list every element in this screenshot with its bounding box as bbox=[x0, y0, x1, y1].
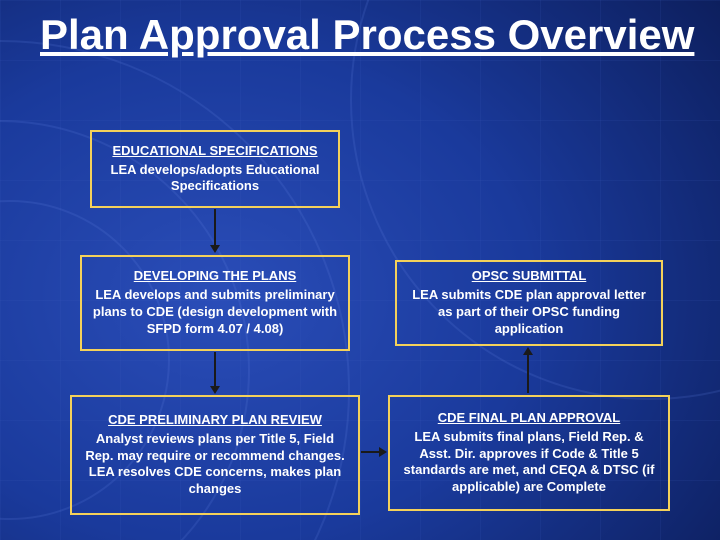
flow-box-heading: CDE FINAL PLAN APPROVAL bbox=[438, 410, 621, 427]
flow-box-ed-specs: EDUCATIONAL SPECIFICATIONS LEA develops/a… bbox=[90, 130, 340, 208]
flow-box-heading: DEVELOPING THE PLANS bbox=[134, 268, 297, 285]
flow-box-cde-review: CDE PRELIMINARY PLAN REVIEW Analyst revie… bbox=[70, 395, 360, 515]
flow-box-body: Analyst reviews plans per Title 5, Field… bbox=[82, 431, 348, 499]
flow-box-cde-final: CDE FINAL PLAN APPROVAL LEA submits final… bbox=[388, 395, 670, 511]
arrow-a4 bbox=[520, 347, 536, 393]
page-title: Plan Approval Process Overview bbox=[40, 12, 694, 58]
flow-box-body: LEA develops and submits preliminary pla… bbox=[92, 287, 338, 338]
arrow-a2 bbox=[207, 352, 223, 394]
flow-box-body: LEA submits final plans, Field Rep. & As… bbox=[400, 429, 658, 497]
flow-box-body: LEA develops/adopts Educational Specific… bbox=[102, 162, 328, 196]
arrow-a3 bbox=[361, 444, 387, 460]
flow-box-dev-plans: DEVELOPING THE PLANS LEA develops and sub… bbox=[80, 255, 350, 351]
flow-box-heading: EDUCATIONAL SPECIFICATIONS bbox=[112, 143, 317, 160]
flow-box-heading: CDE PRELIMINARY PLAN REVIEW bbox=[108, 412, 322, 429]
flow-box-heading: OPSC SUBMITTAL bbox=[472, 268, 587, 285]
flow-box-body: LEA submits CDE plan approval letter as … bbox=[407, 287, 651, 338]
arrow-a1 bbox=[207, 209, 223, 253]
flow-box-opsc: OPSC SUBMITTAL LEA submits CDE plan appro… bbox=[395, 260, 663, 346]
